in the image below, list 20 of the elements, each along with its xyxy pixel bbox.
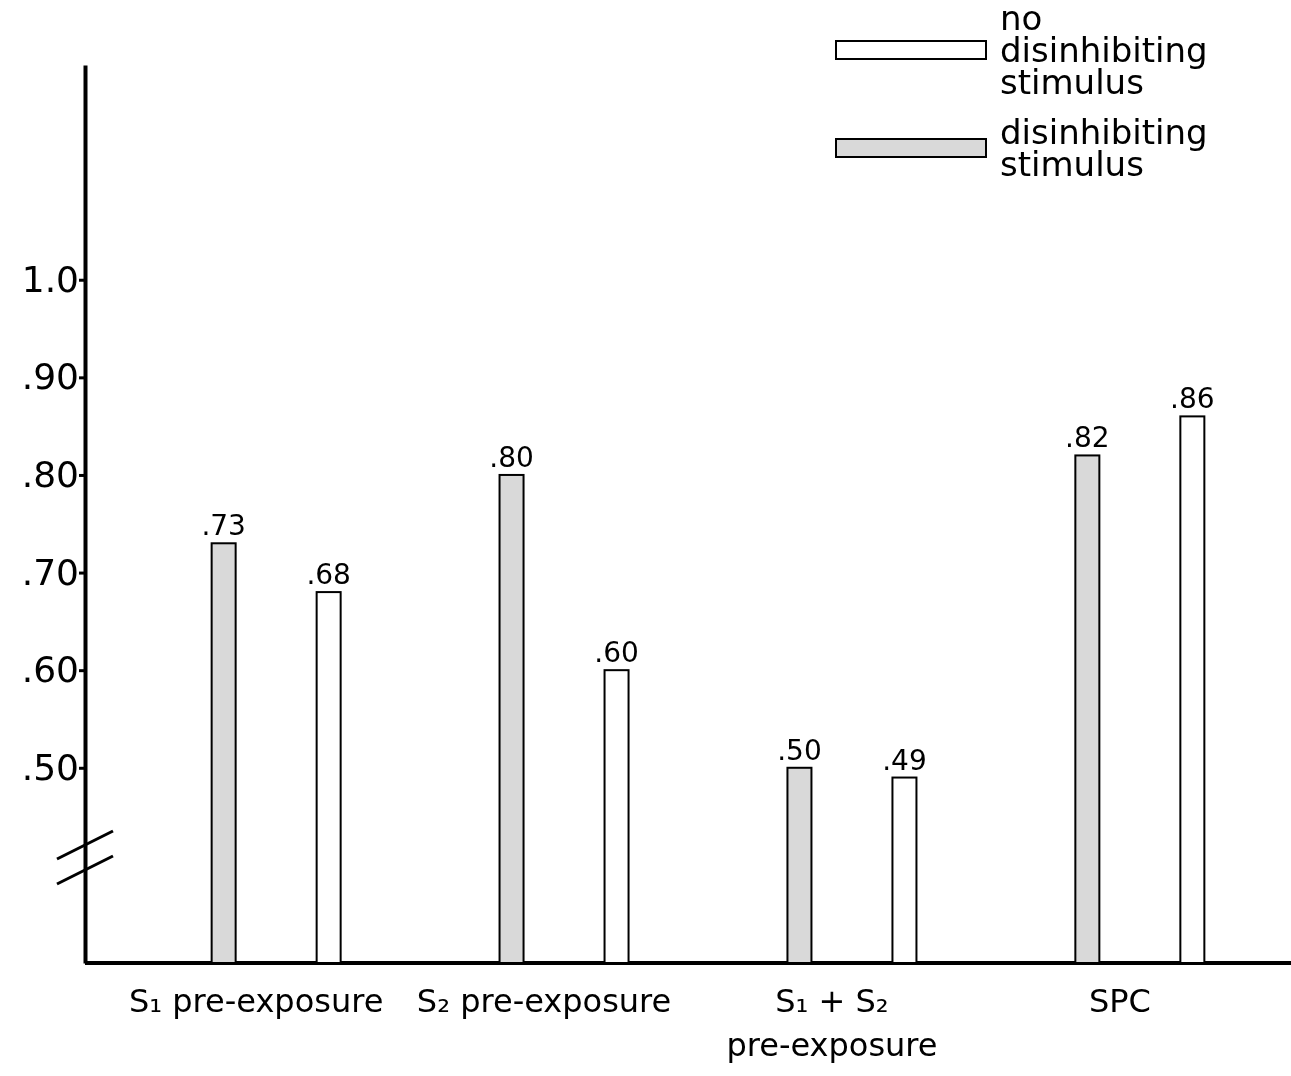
legend-label: no disinhibiting stimulus (1000, 0, 1208, 102)
x-tick-label: S₁ + S₂ pre-exposure (726, 982, 938, 1064)
x-tick-label: S₂ pre-exposure (416, 982, 672, 1020)
legend-label: disinhibiting stimulus (1000, 112, 1208, 184)
data-label: .60 (594, 636, 639, 670)
data-label: .50 (777, 733, 822, 767)
y-tick-label: .80 (21, 453, 79, 495)
y-tick-label: 1.0 (21, 258, 79, 300)
data-label: .49 (882, 743, 927, 777)
data-label: .80 (489, 440, 534, 474)
data-label: .86 (1170, 382, 1215, 416)
y-tick-label: .70 (21, 551, 79, 593)
y-tick-label: .90 (21, 356, 79, 398)
data-label: .82 (1065, 421, 1110, 455)
x-tick-label: SPC (1088, 982, 1151, 1020)
data-label: .68 (306, 558, 351, 592)
x-tick-label: S₁ pre-exposure (128, 982, 384, 1020)
y-tick-label: .50 (21, 746, 79, 788)
y-tick-label: .60 (21, 649, 79, 691)
data-label: .73 (201, 509, 246, 543)
